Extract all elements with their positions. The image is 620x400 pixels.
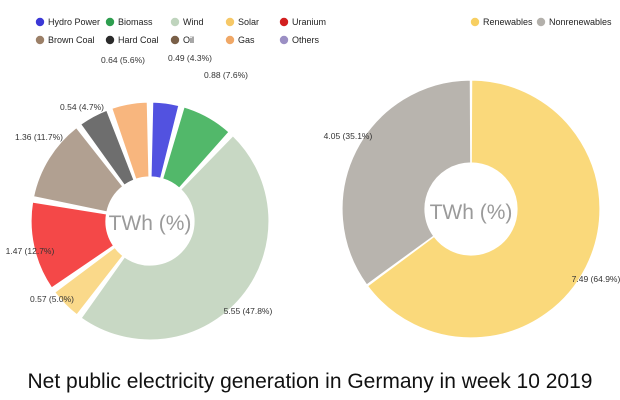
- left-slice-uranium[interactable]: [30, 201, 115, 289]
- left-legend-marker-solar[interactable]: [225, 17, 235, 27]
- left-slice-gas[interactable]: [110, 101, 150, 181]
- left-slice-brown-coal[interactable]: [32, 126, 124, 213]
- left-legend-label-solar[interactable]: Solar: [238, 17, 259, 27]
- left-legend-marker-hydro-power[interactable]: [35, 17, 45, 27]
- left-slice-label-hard-coal: 0.54 (4.7%): [60, 102, 104, 112]
- right-legend-label-nonrenewables[interactable]: Nonrenewables: [549, 17, 612, 27]
- left-slice-label-hydro-power: 0.49 (4.3%): [168, 53, 212, 63]
- left-legend-marker-brown-coal[interactable]: [35, 35, 45, 45]
- right-legend-label-renewables[interactable]: Renewables: [483, 17, 533, 27]
- right-legend-marker-renewables[interactable]: [470, 17, 480, 27]
- left-slice-solar[interactable]: [53, 246, 124, 316]
- left-legend-marker-hard-coal[interactable]: [105, 35, 115, 45]
- left-slice-label-biomass: 0.88 (7.6%): [204, 70, 248, 80]
- right-slice-nonrenewables[interactable]: [341, 79, 472, 286]
- left-slice-label-gas: 0.64 (5.6%): [101, 55, 145, 65]
- left-legend-label-hard-coal[interactable]: Hard Coal: [118, 35, 159, 45]
- left-legend-marker-gas[interactable]: [225, 35, 235, 45]
- left-slice-wind[interactable]: [80, 134, 270, 341]
- left-slice-biomass[interactable]: [161, 106, 230, 189]
- left-legend-marker-uranium[interactable]: [279, 17, 289, 27]
- left-legend-marker-wind[interactable]: [170, 17, 180, 27]
- left-legend-label-others[interactable]: Others: [292, 35, 320, 45]
- left-legend-label-hydro-power[interactable]: Hydro Power: [48, 17, 100, 27]
- left-center-label: TWh (%): [109, 212, 192, 235]
- right-legend-marker-nonrenewables[interactable]: [536, 17, 546, 27]
- left-slice-hydro-power[interactable]: [150, 101, 180, 180]
- left-legend-label-oil[interactable]: Oil: [183, 35, 194, 45]
- left-legend-label-brown-coal[interactable]: Brown Coal: [48, 35, 95, 45]
- left-chart-legend: Hydro Power Biomass Wind Solar Uranium Brown …: [35, 17, 326, 45]
- left-donut-chart: 0.49 (4.3%) 0.88 (7.6%) 5.55 (47.8%) 0.57 (…: [6, 53, 273, 341]
- right-slice-label-nonrenewables: 4.05 (35.1%): [324, 131, 373, 141]
- right-donut-chart: 7.49 (64.9%) 4.05 (35.1%): [324, 79, 620, 339]
- left-legend-label-biomass[interactable]: Biomass: [118, 17, 153, 27]
- left-legend-label-uranium[interactable]: Uranium: [292, 17, 326, 27]
- left-legend-label-gas[interactable]: Gas: [238, 35, 255, 45]
- left-slice-hard-coal[interactable]: [79, 109, 135, 187]
- right-center-label: TWh (%): [430, 201, 513, 224]
- left-legend-label-wind[interactable]: Wind: [183, 17, 204, 27]
- left-legend-marker-biomass[interactable]: [105, 17, 115, 27]
- left-slice-label-solar: 0.57 (5.0%): [30, 294, 74, 304]
- left-legend-marker-others[interactable]: [279, 35, 289, 45]
- left-slice-label-uranium: 1.47 (12.7%): [6, 246, 55, 256]
- left-slice-label-brown-coal: 1.36 (11.7%): [15, 132, 63, 142]
- left-legend-marker-oil[interactable]: [170, 35, 180, 45]
- right-chart-legend: Renewables Nonrenewables: [470, 17, 612, 27]
- left-slice-label-wind: 5.55 (47.8%): [224, 306, 273, 316]
- right-slice-renewables[interactable]: [366, 79, 601, 339]
- right-slice-label-renewables: 7.49 (64.9%): [572, 274, 620, 284]
- chart-title: Net public electricity generation in Ger…: [28, 370, 593, 393]
